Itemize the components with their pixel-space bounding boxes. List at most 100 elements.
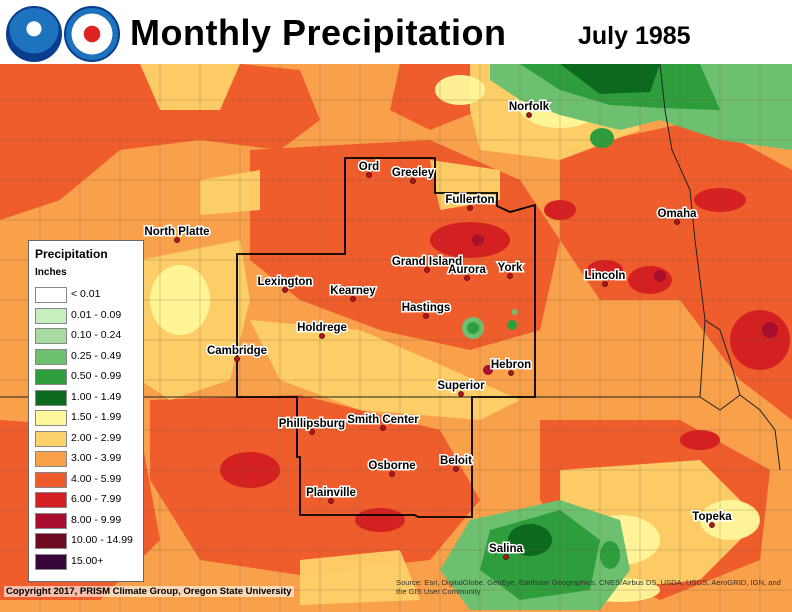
- city-marker[interactable]: Salina: [488, 542, 525, 560]
- legend-item: 1.00 - 1.49: [35, 388, 139, 406]
- city-marker[interactable]: Holdrege: [296, 321, 348, 339]
- city-dot: [674, 219, 680, 225]
- legend-item: 15.00+: [35, 552, 139, 570]
- city-label: Kearney: [330, 285, 376, 297]
- city-dot: [526, 112, 532, 118]
- legend-swatch: [35, 430, 67, 447]
- legend-title: Precipitation: [35, 247, 108, 261]
- legend-swatch: [35, 492, 67, 508]
- city-marker[interactable]: Plainville: [305, 486, 357, 504]
- city-label: Fullerton: [445, 194, 494, 206]
- map-title: Monthly Precipitation: [130, 12, 507, 53]
- city-marker[interactable]: Superior: [436, 379, 487, 397]
- city-dot: [389, 471, 395, 477]
- city-marker[interactable]: Topeka: [691, 510, 734, 528]
- legend-swatch: [35, 307, 67, 324]
- legend-label: 10.00 - 14.99: [71, 534, 133, 546]
- legend-swatch: [35, 553, 67, 570]
- city-label: Lexington: [258, 276, 313, 288]
- legend-item: 1.50 - 1.99: [35, 408, 139, 426]
- legend-swatch: [35, 512, 67, 529]
- city-marker[interactable]: North Platte: [143, 225, 211, 243]
- city-dot: [174, 237, 180, 243]
- city-marker[interactable]: Hebron: [489, 358, 533, 376]
- legend-item: < 0.01: [35, 285, 139, 303]
- city-dot: [380, 425, 386, 431]
- city-label: Norfolk: [509, 101, 550, 113]
- city-label: Superior: [437, 380, 485, 392]
- legend-swatch: [35, 328, 67, 344]
- legend-swatch: [35, 471, 67, 488]
- legend-label: 4.00 - 5.99: [71, 472, 122, 485]
- legend-item: 0.01 - 0.09: [35, 306, 139, 324]
- city-marker[interactable]: Ord: [357, 160, 381, 178]
- noaa-logo: [6, 6, 62, 62]
- legend-item: 3.00 - 3.99: [35, 449, 139, 467]
- city-marker[interactable]: Omaha: [656, 207, 699, 225]
- city-marker[interactable]: Phillipsburg: [277, 417, 347, 435]
- city-marker[interactable]: Aurora: [447, 263, 488, 281]
- legend-label: 6.00 - 7.99: [71, 493, 122, 505]
- city-dot: [282, 287, 288, 293]
- legend: Precipitation Inches < 0.01 0.01 - 0.09 0.…: [28, 240, 144, 582]
- city-label: North Platte: [144, 226, 209, 238]
- legend-label: < 0.01: [71, 288, 101, 300]
- legend-item: 4.00 - 5.99: [35, 470, 139, 488]
- city-dot: [503, 554, 509, 560]
- city-marker[interactable]: Hastings: [400, 301, 452, 319]
- city-marker[interactable]: Smith Center: [346, 413, 421, 431]
- city-marker[interactable]: Lexington: [256, 275, 314, 293]
- city-dot: [410, 178, 416, 184]
- city-dot: [453, 466, 459, 472]
- city-marker[interactable]: Greeley: [390, 166, 436, 184]
- legend-label: 0.10 - 0.24: [71, 329, 122, 341]
- city-label: Hebron: [491, 359, 531, 371]
- legend-label: 15.00+: [71, 554, 104, 567]
- city-dot: [507, 273, 513, 279]
- legend-label: 1.50 - 1.99: [71, 411, 122, 423]
- legend-label: 0.50 - 0.99: [71, 370, 122, 382]
- city-marker[interactable]: Cambridge: [205, 344, 269, 362]
- city-dot: [424, 267, 430, 273]
- cities-layer: Norfolk Ord Greeley Fullerton North Platte Om…: [143, 100, 734, 560]
- legend-units: Inches: [35, 267, 67, 278]
- city-label: Osborne: [368, 460, 415, 472]
- city-dot: [309, 429, 315, 435]
- city-dot: [508, 370, 514, 376]
- legend-swatch: [35, 389, 67, 406]
- city-label: Phillipsburg: [279, 418, 345, 430]
- legend-label: 3.00 - 3.99: [71, 452, 122, 464]
- legend-item: 10.00 - 14.99: [35, 531, 139, 549]
- city-marker[interactable]: Norfolk: [507, 100, 551, 118]
- city-label: Topeka: [692, 511, 732, 523]
- city-marker[interactable]: Kearney: [329, 284, 378, 302]
- legend-item: 0.50 - 0.99: [35, 367, 139, 385]
- city-marker[interactable]: Fullerton: [444, 193, 496, 211]
- city-dot: [464, 275, 470, 281]
- city-label: York: [498, 262, 523, 274]
- header: Monthly Precipitation July 1985: [0, 0, 792, 64]
- city-dot: [458, 391, 464, 397]
- legend-swatch: [35, 410, 67, 426]
- legend-item: 0.10 - 0.24: [35, 326, 139, 344]
- city-marker[interactable]: Lincoln: [583, 269, 627, 287]
- city-dot: [366, 172, 372, 178]
- city-dot: [709, 522, 715, 528]
- city-marker[interactable]: Beloit: [439, 454, 474, 472]
- city-marker[interactable]: Grand Island: [390, 255, 464, 273]
- legend-swatch: [35, 287, 67, 303]
- legend-swatch: [35, 369, 67, 385]
- legend-label: 0.01 - 0.09: [71, 308, 122, 321]
- city-dot: [467, 205, 473, 211]
- city-label: Salina: [489, 543, 523, 555]
- legend-item: 8.00 - 9.99: [35, 511, 139, 529]
- city-label: Hastings: [402, 302, 451, 314]
- city-label: Beloit: [440, 455, 472, 467]
- city-label: Smith Center: [347, 414, 419, 426]
- legend-label: 0.25 - 0.49: [71, 349, 122, 362]
- city-marker[interactable]: York: [496, 261, 524, 279]
- legend-label: 8.00 - 9.99: [71, 513, 122, 526]
- city-dot: [328, 498, 334, 504]
- city-marker[interactable]: Osborne: [367, 459, 417, 477]
- city-label: Plainville: [306, 487, 356, 499]
